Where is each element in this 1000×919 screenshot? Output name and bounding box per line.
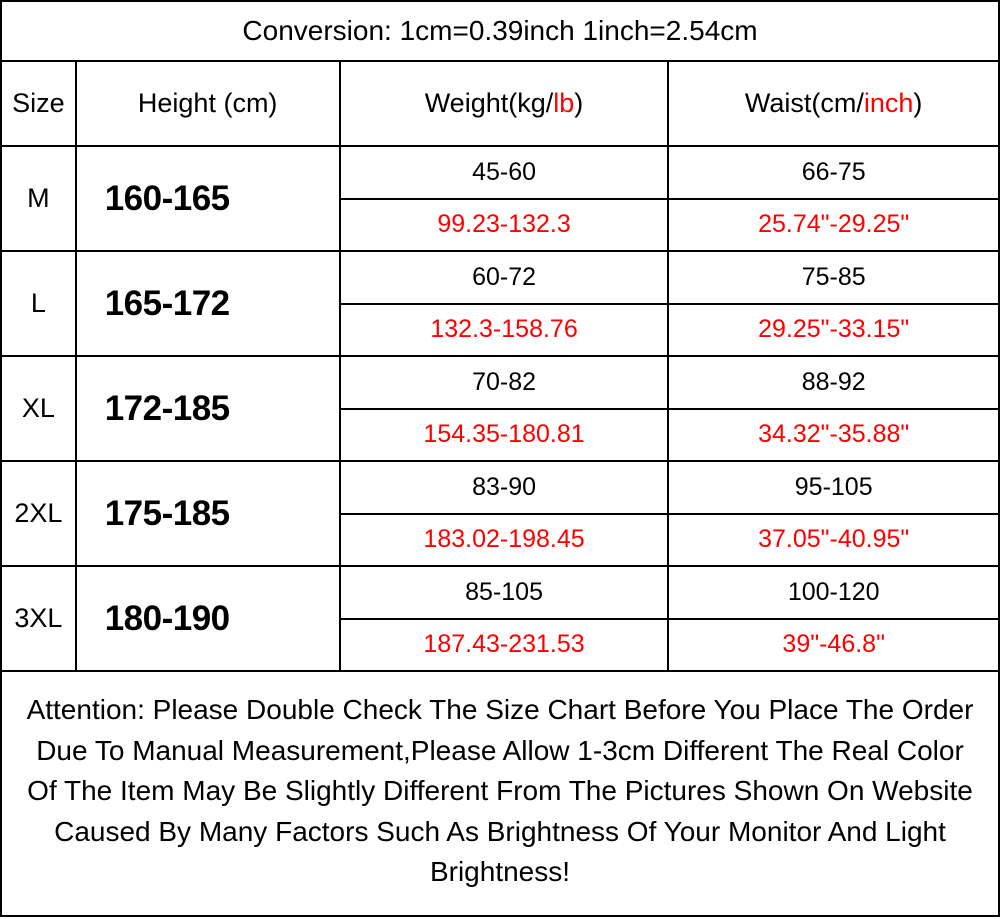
header-waist: Waist(cm/inch) [669, 62, 998, 145]
cell-weight-lb: 154.35-180.81 [341, 410, 668, 461]
cell-waist-cm: 75-85 [669, 252, 998, 305]
header-waist-prefix: Waist(cm/ [745, 88, 864, 119]
cell-weight: 45-60 99.23-132.3 [341, 147, 670, 250]
cell-weight: 70-82 154.35-180.81 [341, 357, 670, 460]
cell-waist-cm: 66-75 [669, 147, 998, 200]
header-weight: Weight(kg/lb) [341, 62, 670, 145]
cell-waist-cm: 95-105 [669, 462, 998, 515]
table-row: XL 172-185 70-82 154.35-180.81 88-92 34.… [2, 357, 998, 462]
cell-weight: 83-90 183.02-198.45 [341, 462, 670, 565]
header-waist-suffix: ) [913, 88, 922, 119]
header-weight-accent: lb [553, 88, 574, 119]
cell-height: 160-165 [77, 147, 341, 250]
cell-height: 165-172 [77, 252, 341, 355]
header-weight-prefix: Weight(kg/ [425, 88, 554, 119]
cell-waist-inch: 39"-46.8" [669, 620, 998, 671]
attention-note: Attention: Please Double Check The Size … [2, 672, 998, 915]
cell-weight-kg: 45-60 [341, 147, 668, 200]
cell-weight-kg: 83-90 [341, 462, 668, 515]
table-row: 2XL 175-185 83-90 183.02-198.45 95-105 3… [2, 462, 998, 567]
header-height: Height (cm) [77, 62, 341, 145]
cell-waist-inch: 34.32"-35.88" [669, 410, 998, 461]
cell-waist: 66-75 25.74"-29.25" [669, 147, 998, 250]
cell-waist: 75-85 29.25"-33.15" [669, 252, 998, 355]
cell-weight-lb: 132.3-158.76 [341, 305, 668, 356]
cell-weight: 60-72 132.3-158.76 [341, 252, 670, 355]
cell-size: XL [2, 357, 77, 460]
cell-weight-kg: 85-105 [341, 567, 668, 620]
cell-size: L [2, 252, 77, 355]
cell-waist-cm: 100-120 [669, 567, 998, 620]
cell-waist: 95-105 37.05"-40.95" [669, 462, 998, 565]
cell-waist-inch: 29.25"-33.15" [669, 305, 998, 356]
cell-waist: 88-92 34.32"-35.88" [669, 357, 998, 460]
cell-waist-inch: 25.74"-29.25" [669, 200, 998, 251]
cell-size: M [2, 147, 77, 250]
cell-height: 180-190 [77, 567, 341, 670]
cell-height: 175-185 [77, 462, 341, 565]
table-row: 3XL 180-190 85-105 187.43-231.53 100-120… [2, 567, 998, 672]
cell-weight: 85-105 187.43-231.53 [341, 567, 670, 670]
cell-weight-kg: 70-82 [341, 357, 668, 410]
cell-waist: 100-120 39"-46.8" [669, 567, 998, 670]
cell-waist-cm: 88-92 [669, 357, 998, 410]
header-row: Size Height (cm) Weight(kg/lb) Waist(cm/… [2, 62, 998, 147]
header-size: Size [2, 62, 77, 145]
header-weight-suffix: ) [574, 88, 583, 119]
cell-size: 2XL [2, 462, 77, 565]
cell-weight-lb: 187.43-231.53 [341, 620, 668, 671]
table-row: M 160-165 45-60 99.23-132.3 66-75 25.74"… [2, 147, 998, 252]
size-chart: Conversion: 1cm=0.39inch 1inch=2.54cm Si… [0, 0, 1000, 917]
header-waist-accent: inch [864, 88, 914, 119]
cell-height: 172-185 [77, 357, 341, 460]
cell-weight-kg: 60-72 [341, 252, 668, 305]
cell-weight-lb: 183.02-198.45 [341, 515, 668, 566]
cell-waist-inch: 37.05"-40.95" [669, 515, 998, 566]
table-row: L 165-172 60-72 132.3-158.76 75-85 29.25… [2, 252, 998, 357]
cell-weight-lb: 99.23-132.3 [341, 200, 668, 251]
conversion-note: Conversion: 1cm=0.39inch 1inch=2.54cm [2, 2, 998, 62]
cell-size: 3XL [2, 567, 77, 670]
